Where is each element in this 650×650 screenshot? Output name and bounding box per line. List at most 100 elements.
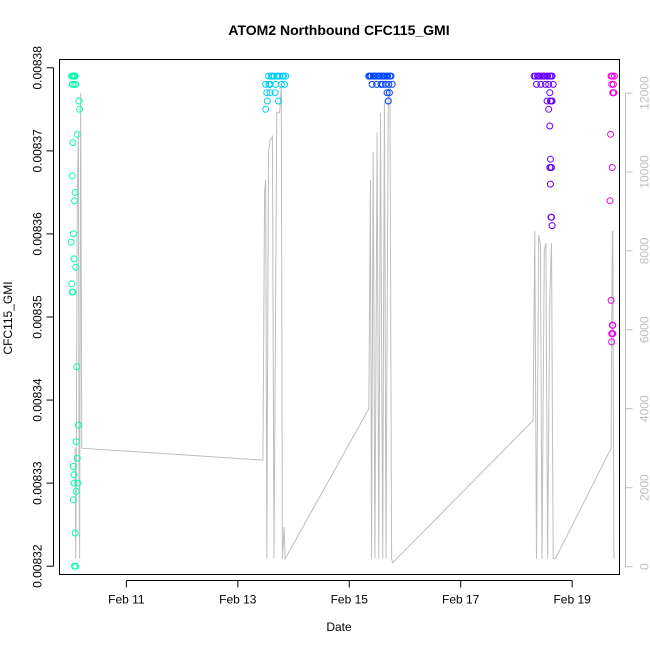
data-point-series-4-18 <box>549 80 557 88</box>
data-point-series-4-20 <box>546 89 554 97</box>
y-axis-left: 0.00832 0.00833 0.00834 0.00835 0.00836 0.008… <box>31 46 54 588</box>
y-tick-label-4: 0.00835 <box>31 295 45 339</box>
data-point-series-1-20 <box>74 421 82 429</box>
data-point-series-2-14 <box>280 72 287 80</box>
x-tick-label-5: Feb 19 <box>553 593 591 607</box>
data-point-series-4-19 <box>543 97 551 105</box>
data-point-series-1-17 <box>68 280 76 288</box>
data-point-series-4-22 <box>545 105 553 113</box>
data-point-series-3-11 <box>376 72 384 80</box>
altitude-series <box>74 81 615 564</box>
data-point-series-5-9 <box>607 130 615 138</box>
plot-area-frame <box>59 59 620 575</box>
data-point-series-5-10 <box>608 164 616 171</box>
data-point-series-1-27 <box>71 529 79 537</box>
data-point-series-1-13 <box>69 230 77 238</box>
y2-tick-label-7: 12000 <box>638 76 650 110</box>
data-point-series-2-16 <box>282 72 290 80</box>
x-axis: Feb 11 Feb 13 Feb 15 Feb 17 Feb 19 <box>108 580 591 607</box>
data-point-series-1-30 <box>73 363 81 371</box>
data-point-series-1-24 <box>69 463 77 470</box>
data-point-series-2-17 <box>263 97 271 105</box>
data-point-series-1-12 <box>71 197 78 205</box>
data-point-series-4-7 <box>537 80 545 88</box>
data-point-series-1-10 <box>68 172 76 180</box>
data-point-series-4-14 <box>545 80 553 88</box>
scatter-series <box>67 72 618 570</box>
data-point-series-4-11 <box>541 80 549 88</box>
data-point-series-4-32 <box>548 222 556 230</box>
data-point-series-4-27 <box>546 155 554 163</box>
data-point-series-2-2 <box>263 89 271 97</box>
data-point-series-1-25 <box>69 496 77 504</box>
x-tick-label-4: Feb 17 <box>442 593 480 607</box>
data-point-series-1-26 <box>72 487 80 495</box>
data-point-series-3-23 <box>379 80 387 88</box>
data-point-series-2-19 <box>271 89 279 97</box>
data-point-series-5-14 <box>609 321 617 329</box>
data-point-series-1-29 <box>72 562 80 570</box>
data-point-series-4-24 <box>548 97 556 105</box>
data-point-series-2-18 <box>266 89 274 97</box>
data-point-series-2-1 <box>262 80 270 88</box>
data-point-series-2-15 <box>281 80 289 88</box>
data-point-series-1-7 <box>71 72 79 80</box>
data-point-series-4-25 <box>546 122 554 130</box>
data-point-series-2-20 <box>275 97 282 105</box>
data-point-series-3-4 <box>368 80 376 88</box>
data-point-series-1-31 <box>74 479 82 487</box>
y2-tick-label-5: 8000 <box>638 237 650 264</box>
data-point-series-5-18 <box>608 338 616 346</box>
y-tick-label-7: 0.00838 <box>31 46 45 90</box>
data-point-series-5-8 <box>609 89 617 97</box>
data-point-series-4-13 <box>544 72 552 80</box>
data-point-series-3-22 <box>388 80 396 88</box>
data-point-series-5-5 <box>608 80 616 88</box>
x-tick-label-3: Feb 15 <box>331 593 369 607</box>
x-tick-label-2: Feb 13 <box>219 593 257 607</box>
data-point-series-5-11 <box>606 197 614 205</box>
data-point-series-2-12 <box>277 80 285 88</box>
data-point-series-4-17 <box>548 72 556 80</box>
data-point-series-1-35 <box>73 130 81 138</box>
y-tick-label-5: 0.00836 <box>31 212 45 256</box>
data-point-series-3-26 <box>385 89 393 97</box>
y-axis-label: CFC115_GMI <box>1 281 15 354</box>
altitude-line <box>74 81 615 564</box>
data-point-series-4-31 <box>548 213 555 221</box>
data-point-series-5-12 <box>607 296 615 304</box>
data-point-series-1-21 <box>70 479 78 487</box>
data-point-series-1-15 <box>70 255 78 263</box>
data-point-series-1-9 <box>69 139 77 147</box>
y2-tick-label-6: 10000 <box>638 155 650 189</box>
chart-title: ATOM2 Northbound CFC115_GMI <box>228 22 449 38</box>
data-point-series-3-3 <box>367 72 375 80</box>
x-tick-label-1: Feb 11 <box>108 593 145 607</box>
data-point-series-4-2 <box>531 72 539 80</box>
data-point-series-4-3 <box>533 80 540 88</box>
data-point-series-1-32 <box>70 471 78 479</box>
data-point-series-1-14 <box>67 238 75 246</box>
y-tick-label-1: 0.00832 <box>31 544 45 588</box>
y-tick-label-2: 0.00833 <box>31 461 45 505</box>
data-point-series-1-16 <box>72 263 80 271</box>
data-point-series-4-29 <box>546 180 554 188</box>
data-point-series-4-33 <box>548 164 555 171</box>
data-point-series-5-17 <box>609 330 617 338</box>
data-point-series-1-22 <box>72 438 80 446</box>
data-point-series-3-16 <box>382 80 389 88</box>
y2-tick-label-3: 4000 <box>638 395 650 422</box>
data-point-series-1-23 <box>73 454 81 462</box>
data-point-series-2-22 <box>265 80 273 88</box>
y2-tick-label-4: 6000 <box>638 316 650 343</box>
data-point-series-1-33 <box>76 105 84 113</box>
data-point-series-3-24 <box>383 89 391 97</box>
data-point-series-3-21 <box>387 72 395 80</box>
data-point-series-3-18 <box>384 72 392 80</box>
data-point-series-1-19 <box>68 288 76 296</box>
y2-tick-label-2: 2000 <box>638 474 650 501</box>
y-axis-right: 0 2000 4000 6000 8000 10000 12000 <box>625 76 650 570</box>
data-point-series-4-6 <box>536 72 544 80</box>
y-tick-label-3: 0.00834 <box>31 378 45 422</box>
